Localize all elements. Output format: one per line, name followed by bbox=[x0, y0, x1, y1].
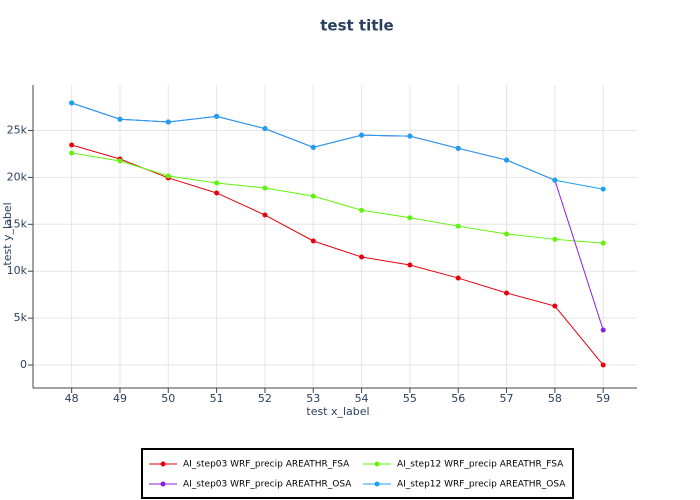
x-tick-label: 54 bbox=[355, 392, 369, 405]
legend-box bbox=[141, 448, 574, 499]
y-tick-label: 25k bbox=[7, 123, 28, 136]
series-line bbox=[71, 152, 604, 244]
point bbox=[455, 275, 461, 281]
point bbox=[600, 327, 606, 333]
x-tick-label: 57 bbox=[500, 392, 514, 405]
point bbox=[214, 113, 220, 119]
y-tick-label: 10k bbox=[7, 264, 28, 277]
point bbox=[552, 236, 558, 242]
point bbox=[552, 303, 558, 309]
series-line bbox=[71, 144, 604, 366]
series-line bbox=[71, 102, 604, 331]
x-tick-label: 59 bbox=[596, 392, 610, 405]
point bbox=[165, 173, 171, 179]
point bbox=[407, 262, 413, 268]
point bbox=[214, 180, 220, 186]
point bbox=[455, 223, 461, 229]
point bbox=[359, 132, 365, 138]
point bbox=[504, 290, 510, 296]
point bbox=[214, 190, 220, 196]
series-line bbox=[71, 102, 604, 190]
point bbox=[600, 186, 606, 192]
x-tick-label: 50 bbox=[161, 392, 175, 405]
x-tick-label: 53 bbox=[306, 392, 320, 405]
point bbox=[262, 212, 268, 218]
point bbox=[117, 116, 123, 122]
y-tick-label: 15k bbox=[7, 217, 28, 230]
x-tick-label: 56 bbox=[451, 392, 465, 405]
legend-label: AI_step12 WRF_precip AREATHR_FSA bbox=[397, 460, 564, 470]
point bbox=[600, 362, 606, 368]
legend-label: AI_step03 WRF_precip AREATHR_FSA bbox=[183, 460, 350, 470]
point bbox=[600, 240, 606, 246]
point bbox=[359, 254, 365, 260]
point bbox=[310, 193, 316, 199]
legend-marker bbox=[160, 461, 166, 467]
x-axis-label: test x_label bbox=[306, 405, 369, 418]
point bbox=[310, 238, 316, 244]
x-tick-label: 49 bbox=[113, 392, 127, 405]
x-tick-label: 51 bbox=[210, 392, 224, 405]
point bbox=[504, 231, 510, 237]
x-tick-label: 58 bbox=[548, 392, 562, 405]
point bbox=[69, 100, 75, 106]
point bbox=[262, 185, 268, 191]
legend-marker bbox=[374, 461, 380, 467]
y-axis-label: test y_label bbox=[1, 202, 14, 265]
point bbox=[310, 144, 316, 150]
point bbox=[552, 177, 558, 183]
chart-title: test title bbox=[320, 17, 393, 35]
point bbox=[262, 126, 268, 132]
x-tick-label: 48 bbox=[65, 392, 79, 405]
point bbox=[69, 142, 75, 148]
y-tick-label: 20k bbox=[7, 170, 28, 183]
x-tick-label: 52 bbox=[258, 392, 272, 405]
point bbox=[455, 145, 461, 151]
legend-marker bbox=[374, 481, 380, 487]
legend-label: AI_step03 WRF_precip AREATHR_OSA bbox=[183, 480, 352, 490]
x-tick-label: 55 bbox=[403, 392, 417, 405]
point bbox=[407, 215, 413, 221]
point bbox=[359, 207, 365, 213]
y-tick-label: 0 bbox=[20, 358, 27, 371]
point bbox=[407, 133, 413, 139]
legend-label: AI_step12 WRF_precip AREATHR_OSA bbox=[397, 480, 566, 490]
y-tick-label: 5k bbox=[14, 311, 28, 324]
point bbox=[69, 150, 75, 156]
point bbox=[117, 158, 123, 164]
legend-marker bbox=[160, 481, 166, 487]
point bbox=[504, 157, 510, 163]
point bbox=[165, 119, 171, 125]
